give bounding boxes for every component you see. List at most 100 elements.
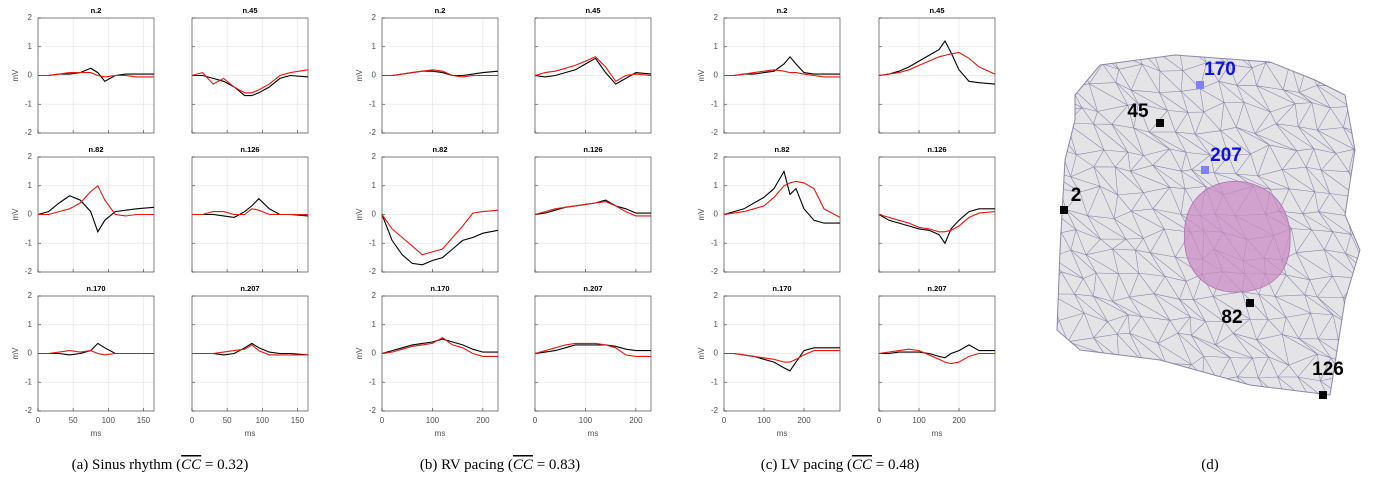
subplot: n.45 <box>191 6 309 134</box>
series-line <box>878 348 995 365</box>
subplot: n.126 <box>191 145 309 273</box>
series-line <box>381 214 499 266</box>
series-line <box>382 69 498 78</box>
series-line <box>724 350 840 363</box>
series-line <box>534 201 651 217</box>
subplot: -2 -1 0 1 2 n.2 mV <box>11 6 155 137</box>
y-tick-label: 1 <box>28 320 33 329</box>
subplot-title: n.45 <box>929 6 944 15</box>
series-line <box>192 74 309 97</box>
series-line <box>381 209 499 256</box>
y-tick-label: 2 <box>372 13 377 22</box>
mesh-node <box>1319 391 1327 399</box>
series-line <box>534 342 651 357</box>
x-tick-label: 200 <box>476 416 490 425</box>
subplot: -2 -1 0 1 2 n.82 mV <box>697 145 841 276</box>
y-tick-label: 2 <box>714 13 719 22</box>
subplot-title: n.170 <box>86 284 105 293</box>
y-tick-label: 2 <box>714 291 719 300</box>
caption: (c) LV pacing (CC = 0.48) <box>761 457 919 473</box>
y-tick-label: -2 <box>369 406 377 415</box>
x-tick-label: 50 <box>223 416 232 425</box>
x-tick-label: 200 <box>952 416 966 425</box>
y-tick-label: 0 <box>372 71 377 80</box>
y-tick-label: 1 <box>372 42 377 51</box>
y-tick-label: -2 <box>25 406 33 415</box>
x-tick-label: 100 <box>579 416 593 425</box>
subplot: -2 -1 0 1 2 n.2 mV <box>697 6 841 137</box>
subplot-title: n.170 <box>772 284 791 293</box>
y-tick-label: 0 <box>372 210 377 219</box>
y-tick-label: 1 <box>28 42 33 51</box>
mesh-node <box>1060 206 1068 214</box>
caption-symbol: CC <box>852 457 873 473</box>
caption: (b) RV pacing (CC = 0.83) <box>420 457 580 473</box>
series-line <box>723 180 841 218</box>
mesh-node-label: 45 <box>1127 101 1149 122</box>
y-tick-label: -2 <box>711 128 719 137</box>
subplot: 0 50 100 150 n.207 ms <box>190 284 309 438</box>
caption-before: (b) RV pacing ( <box>420 457 513 473</box>
subplot-title: n.45 <box>242 6 257 15</box>
y-tick-label: -2 <box>711 267 719 276</box>
series-line <box>879 344 995 359</box>
subplot-title: n.126 <box>240 145 259 154</box>
series-line <box>878 39 996 85</box>
subplot-title: n.82 <box>88 145 103 154</box>
y-tick-label: -1 <box>711 377 719 386</box>
y-axis-label: mV <box>355 208 364 221</box>
x-tick-label: 0 <box>877 416 882 425</box>
series-line <box>38 184 154 217</box>
series-line <box>534 57 652 85</box>
y-tick-label: 2 <box>28 291 33 300</box>
mesh-node-label: 126 <box>1312 359 1344 380</box>
series-line <box>723 169 840 224</box>
series-line <box>381 337 498 357</box>
series-line <box>191 69 309 94</box>
y-tick-label: 2 <box>28 152 33 161</box>
series-line <box>38 72 154 78</box>
caption-after: = 0.48) <box>872 457 919 473</box>
x-tick-label: 100 <box>912 416 926 425</box>
series-line <box>192 344 308 356</box>
x-axis-label: ms <box>777 429 788 438</box>
y-tick-label: 0 <box>28 349 33 358</box>
y-axis-label: mV <box>697 347 706 360</box>
subplot-title: n.82 <box>432 145 447 154</box>
y-axis-label: mV <box>355 69 364 82</box>
x-tick-label: 200 <box>629 416 643 425</box>
y-tick-label: -1 <box>369 377 377 386</box>
y-tick-label: -1 <box>369 99 377 108</box>
mesh-node-label: 207 <box>1210 145 1242 166</box>
y-tick-label: -1 <box>25 377 33 386</box>
subplot-title: n.2 <box>91 6 102 15</box>
series-line <box>37 195 155 234</box>
y-tick-label: 1 <box>714 42 719 51</box>
caption-symbol: CC <box>181 457 202 473</box>
subplot: -2 -1 0 1 2 0 50 100 150 n.170 mV ms <box>11 284 155 438</box>
x-tick-label: 100 <box>757 416 771 425</box>
y-tick-label: 1 <box>714 320 719 329</box>
y-tick-label: -2 <box>369 128 377 137</box>
y-tick-label: 0 <box>714 210 719 219</box>
subplot-title: n.82 <box>774 145 789 154</box>
y-tick-label: 2 <box>372 291 377 300</box>
mesh-node <box>1201 166 1209 174</box>
x-axis-label: ms <box>91 429 102 438</box>
subplot: -2 -1 0 1 2 0 100 200 n.170 mV ms <box>697 284 841 438</box>
y-tick-label: 2 <box>714 152 719 161</box>
y-axis-label: mV <box>697 69 706 82</box>
x-axis-label: ms <box>588 429 599 438</box>
y-tick-label: -2 <box>25 128 33 137</box>
mesh: 170 45 207 2 82 126 <box>1056 54 1361 399</box>
y-tick-label: -1 <box>25 238 33 247</box>
series-line <box>724 69 840 78</box>
x-tick-label: 100 <box>256 416 270 425</box>
mesh-node <box>1196 81 1204 89</box>
y-tick-label: -2 <box>711 406 719 415</box>
caption-after: = 0.32) <box>201 457 248 473</box>
y-tick-label: 0 <box>28 71 33 80</box>
x-tick-label: 0 <box>533 416 538 425</box>
series-line <box>38 350 154 356</box>
